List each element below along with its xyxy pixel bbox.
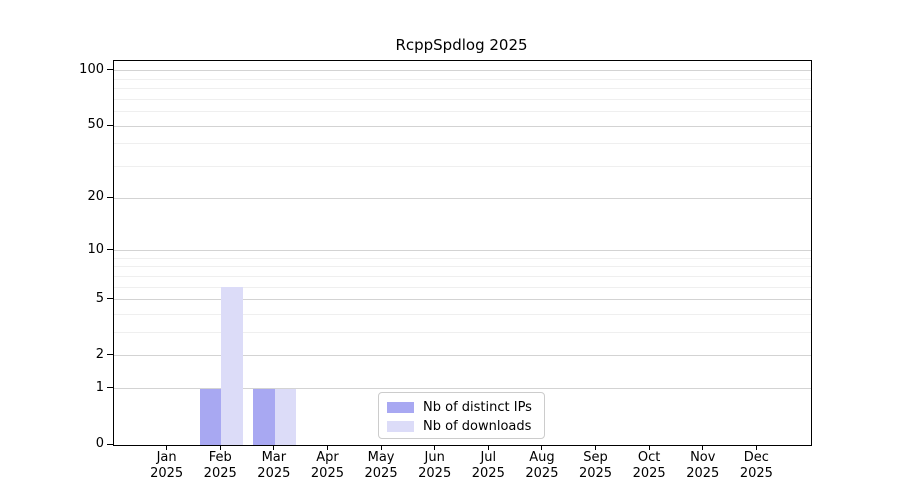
legend: Nb of distinct IPs Nb of downloads [378,392,545,439]
legend-entry-downloads: Nb of downloads [387,417,536,436]
x-tick-year: 2025 [310,466,344,481]
minor-gridline [114,286,811,288]
y-tick-mark [107,124,113,126]
x-tick-month: May [367,450,395,465]
x-tick-month: Jun [424,450,445,465]
x-tick-month: Jan [156,450,177,465]
x-tick-mark [380,445,382,450]
x-tick-label-jan: Jan 2025 [137,450,197,482]
major-gridline [114,250,811,252]
x-tick-mark [326,445,328,450]
major-gridline [114,70,811,72]
x-tick-year: 2025 [525,466,559,481]
x-tick-year: 2025 [739,466,773,481]
legend-label-distinct-ips: Nb of distinct IPs [423,400,532,415]
x-tick-label-aug: Aug 2025 [512,450,572,482]
y-tick-label: 1 [95,379,104,395]
minor-gridline [114,314,811,315]
x-tick-label-jun: Jun 2025 [405,450,465,482]
x-tick-mark [595,445,597,450]
bar-feb-distinct-ips [199,388,222,445]
legend-label-downloads: Nb of downloads [423,419,532,434]
chart-title: RcppSpdlog 2025 [395,36,528,54]
x-tick-mark [702,445,704,450]
x-tick-month: Dec [743,450,769,465]
x-tick-mark [487,445,489,450]
x-tick-year: 2025 [578,466,613,481]
minor-gridline [114,332,811,334]
minor-gridline [114,257,811,259]
minor-gridline [114,143,811,145]
minor-gridline [114,98,811,100]
x-tick-mark [648,445,650,450]
x-tick-year: 2025 [632,466,666,481]
x-tick-month: Jul [480,450,497,465]
x-tick-month: Apr [316,450,339,465]
y-tick-label: 10 [87,241,104,257]
minor-gridline [114,78,811,80]
major-gridline [114,125,811,127]
x-tick-mark [219,445,221,450]
x-tick-year: 2025 [471,466,505,481]
y-tick-label: 0 [95,436,104,451]
x-tick-month: Aug [529,450,555,465]
x-tick-label-jul: Jul 2025 [458,450,518,482]
x-tick-label-mar: Mar 2025 [244,450,304,482]
legend-swatch-distinct-ips-icon [387,402,414,413]
major-gridline [114,299,811,301]
y-tick-mark [107,387,113,389]
x-tick-month: Sep [583,450,608,465]
x-tick-label-dec: Dec 2025 [726,450,786,482]
minor-gridline [114,111,811,113]
x-tick-month: Feb [208,450,232,465]
legend-entry-distinct-ips: Nb of distinct IPs [387,398,536,417]
y-tick-label: 20 [87,189,104,205]
bar-mar-downloads [274,388,297,445]
y-tick-label: 5 [95,290,104,306]
y-tick-mark [107,443,113,445]
plot-area: Nb of distinct IPs Nb of downloads [113,60,812,446]
x-tick-mark [273,445,275,450]
x-tick-month: Oct [637,450,661,465]
minor-gridline [114,275,811,277]
legend-swatch-downloads-icon [387,421,414,432]
x-tick-year: 2025 [150,466,184,481]
x-tick-mark [541,445,543,450]
y-tick-label: 2 [95,346,104,362]
x-tick-label-feb: Feb 2025 [190,450,250,482]
minor-gridline [114,166,811,168]
x-tick-label-nov: Nov 2025 [673,450,733,482]
y-tick-mark [107,69,113,71]
major-gridline [114,388,811,390]
x-tick-year: 2025 [203,466,237,481]
y-tick-label: 100 [79,61,104,77]
x-tick-year: 2025 [686,466,720,481]
x-tick-mark [166,445,168,450]
x-tick-year: 2025 [418,466,452,481]
x-tick-label-may: May 2025 [351,450,411,482]
y-tick-mark [107,298,113,300]
minor-gridline [114,88,811,90]
x-tick-mark [755,445,757,450]
y-tick-mark [107,354,113,356]
major-gridline [114,355,811,357]
y-tick-mark [107,196,113,198]
bar-mar-distinct-ips [253,388,275,445]
x-tick-year: 2025 [257,466,291,481]
x-tick-month: Mar [261,450,287,465]
y-tick-label: 50 [87,117,104,133]
x-tick-label-oct: Oct 2025 [619,450,679,482]
x-tick-mark [434,445,436,450]
x-tick-label-sep: Sep 2025 [566,450,626,482]
bar-feb-downloads [221,287,243,445]
x-tick-month: Nov [690,450,716,465]
minor-gridline [114,266,811,268]
major-gridline [114,197,811,199]
y-tick-mark [107,249,113,251]
x-tick-label-apr: Apr 2025 [297,450,357,482]
x-tick-year: 2025 [364,466,398,481]
